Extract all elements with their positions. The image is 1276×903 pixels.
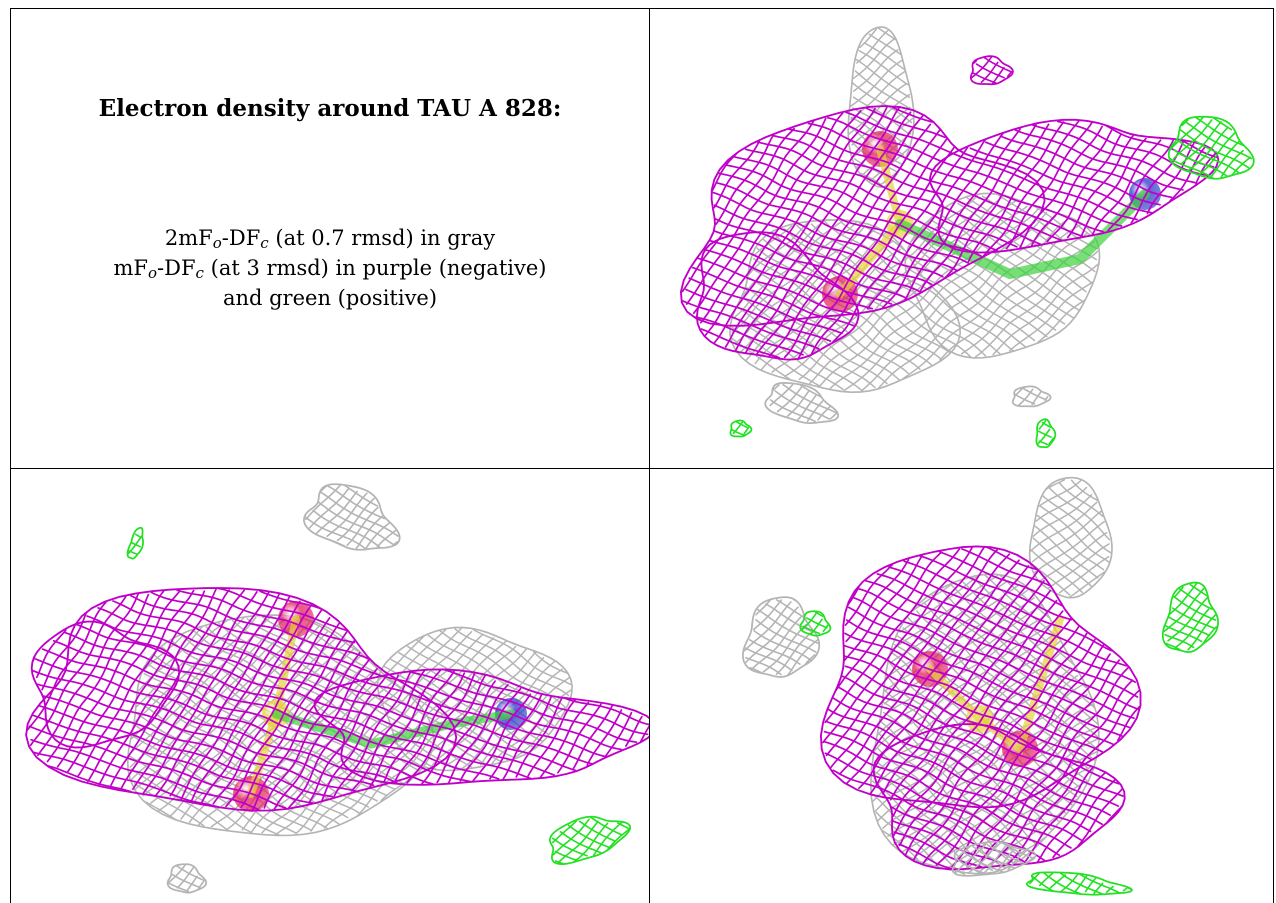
mesh-negative-edge [313, 668, 649, 786]
panel-view-bottom-left [11, 469, 649, 903]
mesh-fragment-edge [303, 483, 401, 551]
mesh-density-view-1-icon [679, 26, 1255, 449]
mesh-negative-edge [929, 118, 1220, 254]
bond-sticks [926, 615, 1064, 756]
mesh-positive [731, 420, 750, 437]
mesh-fragment [1013, 386, 1049, 407]
mesh-2fofc-edge [729, 219, 962, 394]
legend-line-2fofc: 2mFo-DFc (at 0.7 rmsd) in gray [164, 226, 496, 252]
table-border-middle [10, 468, 1274, 469]
mesh-positive [1163, 582, 1218, 651]
table-border-right [1273, 8, 1274, 903]
bond-sticks [271, 709, 516, 749]
mesh-positive-edge [1025, 871, 1133, 896]
mesh-positive [127, 533, 143, 555]
mesh-fragment [167, 864, 205, 893]
mesh-positive-edge [1035, 418, 1057, 449]
legend-line-positive: and green (positive) [222, 286, 438, 310]
mesh-fragment-edge [764, 382, 840, 424]
mesh-positive [1168, 116, 1253, 180]
caption-cell: Electron density around TAU A 828: 2mFo-… [11, 9, 649, 468]
mesh-fragment [954, 842, 1035, 876]
mesh-positive [801, 610, 830, 635]
table-border-top [10, 8, 1274, 9]
mesh-fragment [743, 598, 819, 676]
mesh-negative-edge [679, 105, 1046, 327]
mesh-negative-edge [30, 620, 181, 749]
mesh-positive [551, 816, 631, 865]
mesh-negative [681, 106, 1218, 360]
mesh-positive-edge [729, 419, 753, 438]
mesh-fragment [769, 383, 838, 423]
panel-view-bottom-right [650, 469, 1273, 903]
mesh-positive [1037, 419, 1055, 446]
mesh-negative [26, 587, 649, 812]
legend-line-fofc: mFo-DFc (at 3 rmsd) in purple (negative) [113, 256, 547, 282]
mesh-positive-edge [126, 526, 144, 560]
mesh-2fofc-edge [376, 626, 573, 772]
mesh-fragment-edge [951, 840, 1037, 877]
mesh-negative-edge [872, 723, 1126, 871]
panel-view-top-right [650, 9, 1273, 468]
table-border-left [10, 8, 11, 903]
mesh-density-view-3-icon [742, 476, 1219, 896]
mesh-positive-edge [1161, 581, 1219, 653]
mesh-positive [1029, 871, 1132, 895]
caption-title: Electron density around TAU A 828: [98, 95, 562, 122]
table-border-center [649, 8, 650, 903]
mesh-negative-edge [969, 55, 1014, 86]
mesh-positive-edge [1167, 115, 1255, 180]
mesh-2fofc-edge [847, 26, 915, 188]
mesh-2fofc-edge [1028, 476, 1113, 599]
mesh-fragment-edge [166, 863, 208, 894]
mesh-density-view-2-icon [25, 483, 649, 894]
caption-legend: 2mFo-DFc (at 0.7 rmsd) in gray mFo-DFc (… [11, 223, 649, 313]
mesh-fragment [304, 484, 399, 550]
mesh-negative-edge [695, 231, 860, 361]
mesh-negative-edge [819, 545, 1142, 809]
mesh-negative-edge [25, 587, 458, 812]
mesh-positive-edge [799, 610, 832, 637]
figure-table: Electron density around TAU A 828: 2mFo-… [10, 8, 1274, 903]
mesh-negative [970, 56, 1013, 85]
mesh-positive-edge [549, 815, 632, 865]
mesh-fragment-edge [742, 596, 821, 678]
mesh-fragment-edge [1011, 385, 1052, 408]
